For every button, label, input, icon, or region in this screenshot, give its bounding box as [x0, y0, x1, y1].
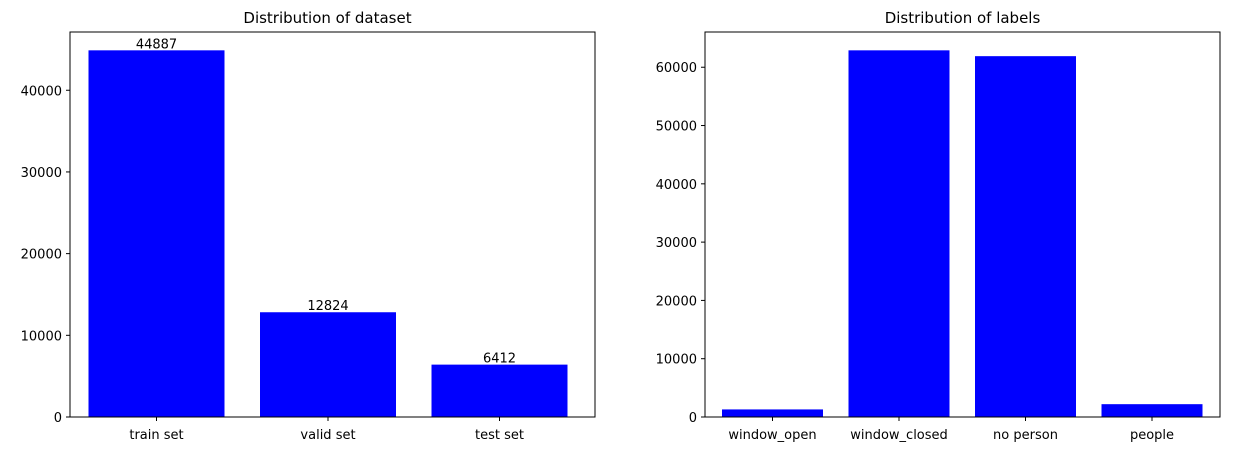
y-tick-label: 20000	[21, 248, 62, 263]
y-tick-label: 10000	[21, 329, 62, 344]
y-tick-label: 0	[689, 411, 697, 426]
y-tick-label: 30000	[656, 236, 697, 251]
bars	[722, 50, 1203, 418]
y-tick-label: 30000	[21, 166, 62, 181]
bar-value-label: 6412	[483, 352, 516, 367]
bar-train-set	[88, 50, 225, 417]
y-tick-label: 40000	[656, 178, 697, 193]
y-tick-label: 20000	[656, 294, 697, 309]
x-tick-label: no person	[993, 428, 1058, 443]
y-axis: 0 10000 20000 30000 40000 50000 60000	[656, 61, 705, 426]
plot-frame	[69, 31, 596, 418]
x-tick-label: train set	[129, 428, 183, 443]
dataset-distribution-chart: Distribution of dataset 44887 12824 6412 0…	[21, 9, 596, 443]
bar-window-closed	[848, 50, 950, 417]
bar-valid-set	[260, 312, 396, 417]
x-tick-label: valid set	[300, 428, 355, 443]
y-tick-label: 0	[54, 411, 62, 426]
y-tick-label: 10000	[656, 353, 697, 368]
bar-window-open	[722, 409, 823, 417]
chart-title: Distribution of labels	[885, 9, 1041, 27]
x-axis: train set valid set test set	[129, 417, 524, 443]
bar-people	[1101, 404, 1203, 417]
x-axis: window_open window_closed no person people	[728, 417, 1174, 443]
x-tick-label: people	[1130, 428, 1174, 443]
labels-distribution-chart: Distribution of labels 0 10000 20000 30000 4…	[656, 9, 1221, 443]
bar-test-set	[431, 364, 568, 417]
bars	[88, 50, 568, 417]
plot-frame	[704, 31, 1221, 418]
y-tick-label: 60000	[656, 61, 697, 76]
bar-value-label: 44887	[136, 37, 177, 52]
data-labels: 44887 12824 6412	[136, 37, 516, 366]
y-tick-label: 50000	[656, 120, 697, 135]
x-tick-label: test set	[475, 428, 524, 443]
x-tick-label: window_closed	[850, 428, 948, 443]
bar-value-label: 12824	[307, 299, 348, 314]
y-tick-label: 40000	[21, 84, 62, 99]
chart-title: Distribution of dataset	[243, 9, 411, 27]
y-axis: 0 10000 20000 30000 40000	[21, 84, 70, 426]
bar-no-person	[975, 56, 1076, 418]
x-tick-label: window_open	[728, 428, 816, 443]
